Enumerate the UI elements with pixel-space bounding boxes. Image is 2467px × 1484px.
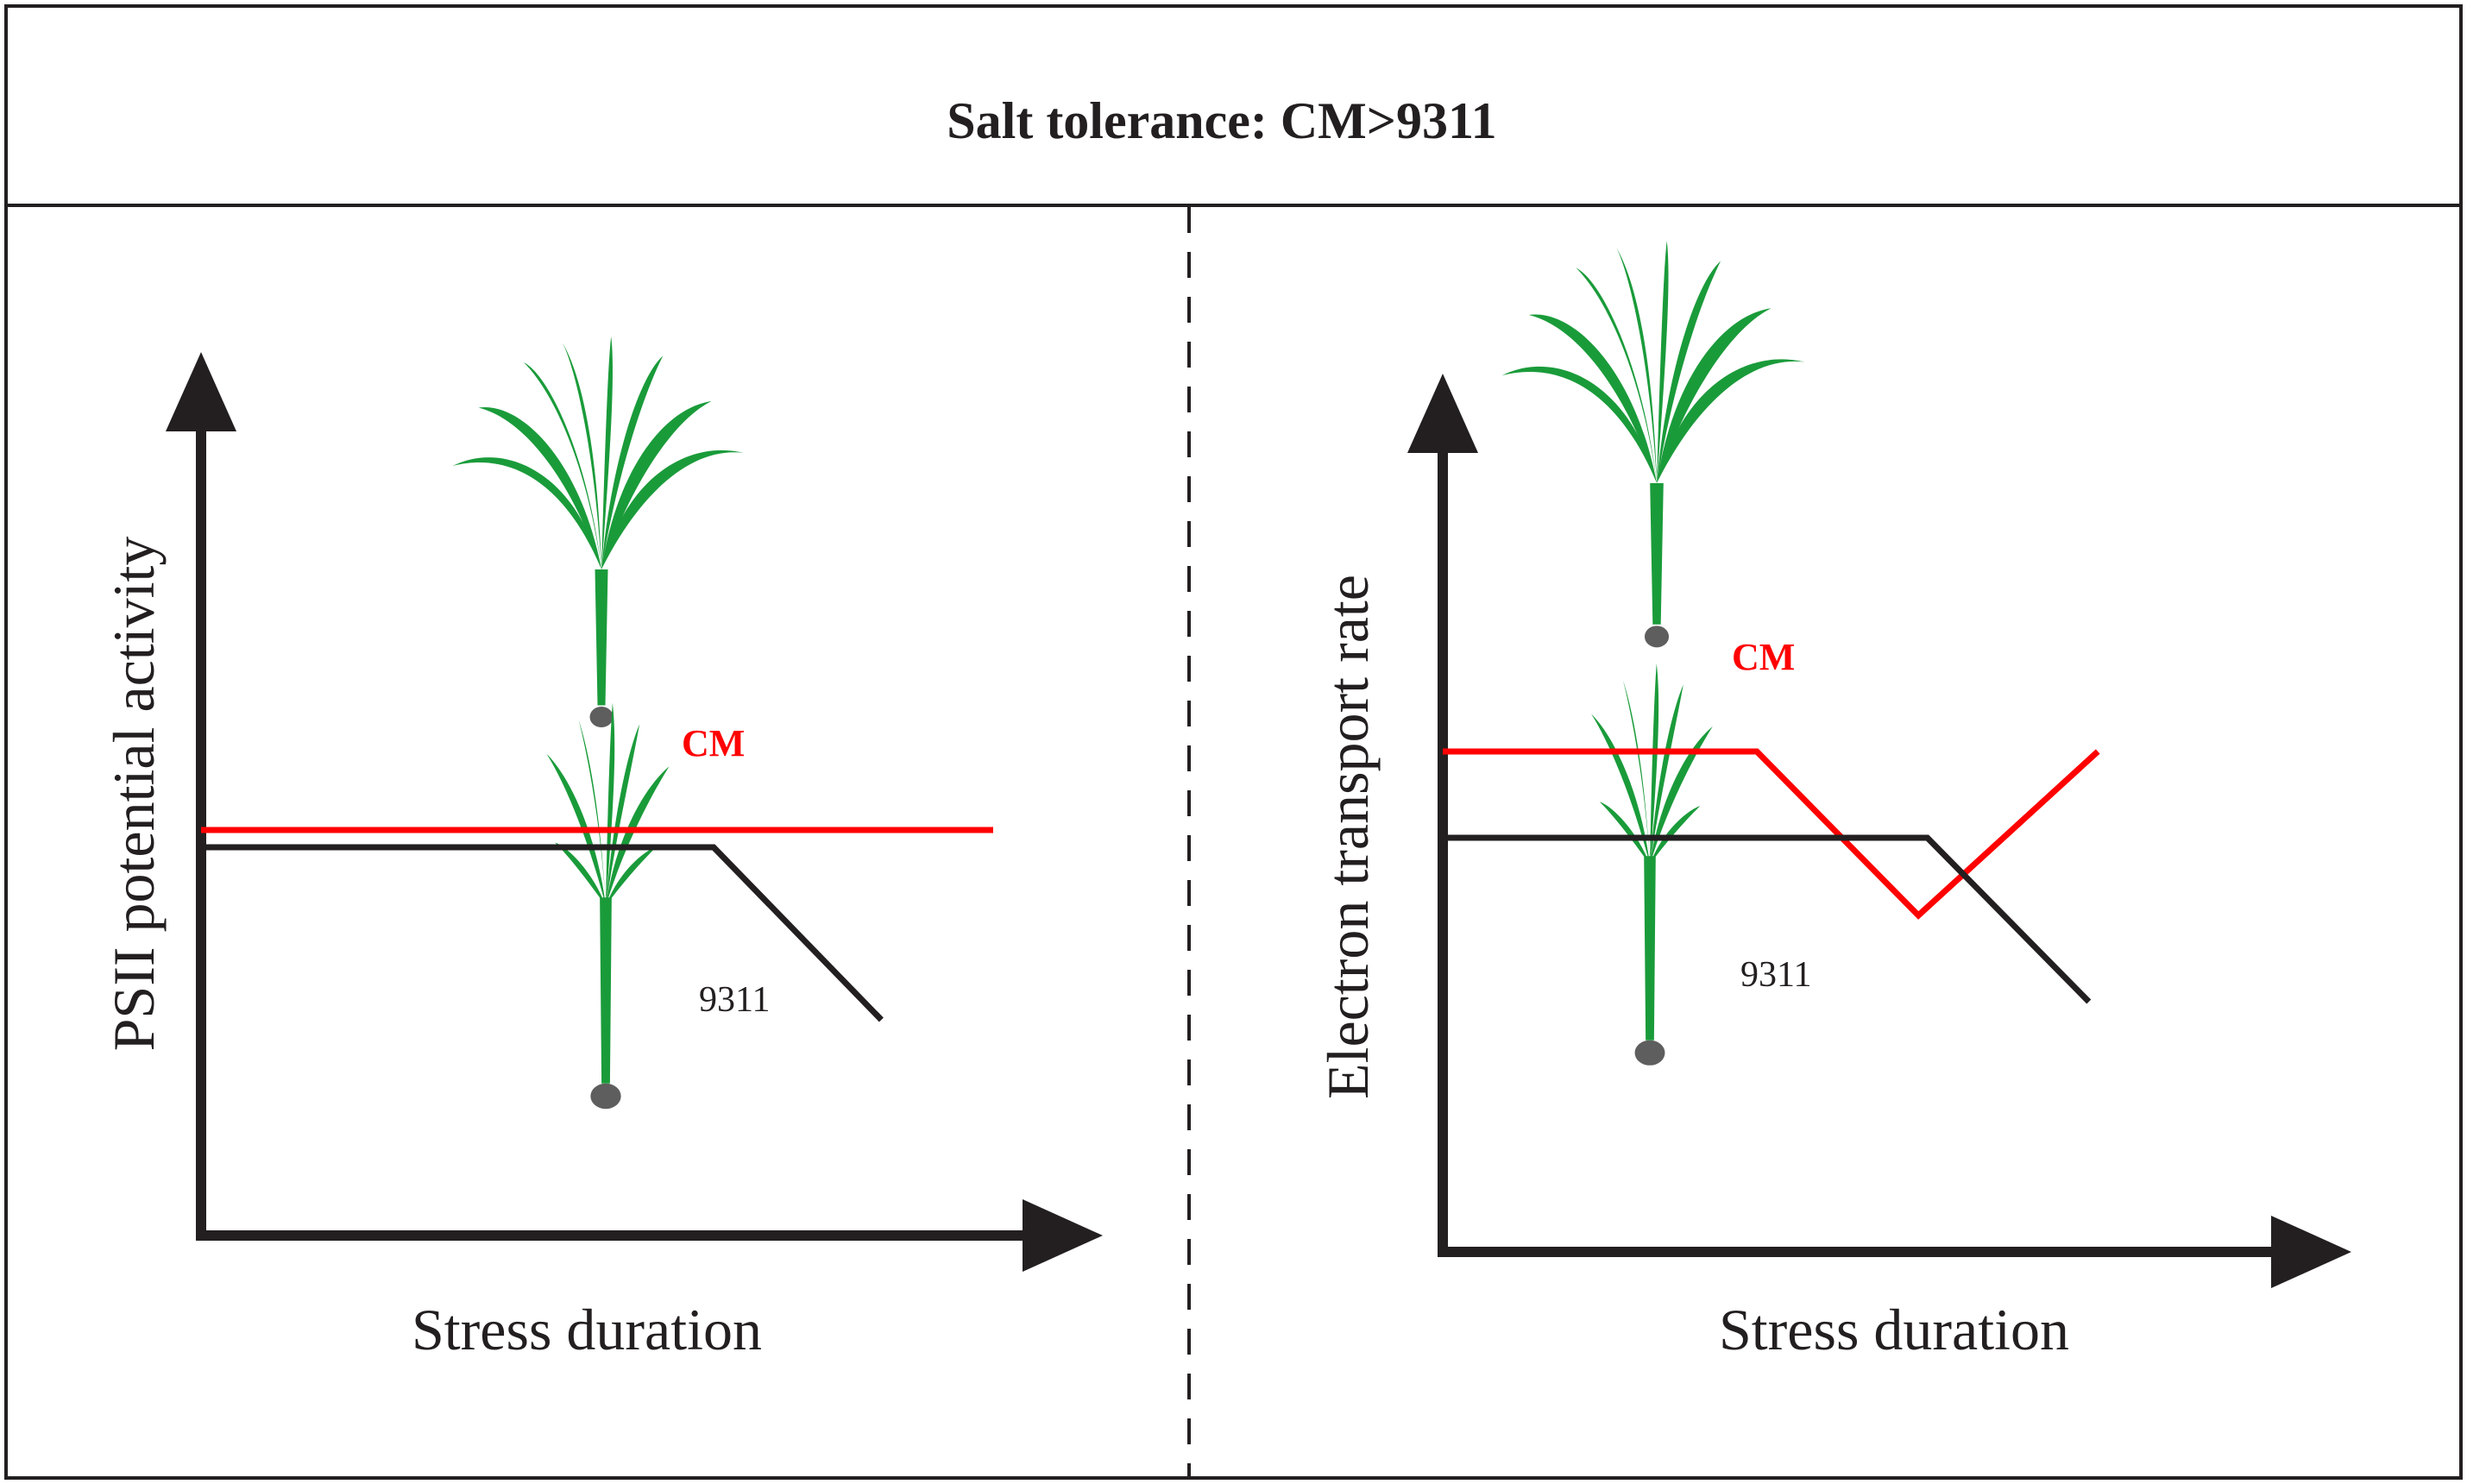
left-x-axis-arrowhead xyxy=(1023,1199,1103,1272)
figure-title: Salt tolerance: CM>9311 xyxy=(947,92,1496,149)
right-9311-line xyxy=(1443,834,2092,1004)
right-cm-label: CM xyxy=(1732,636,1795,678)
left-9311-label: 9311 xyxy=(699,980,770,1020)
right-9311-label: 9311 xyxy=(1740,955,1811,995)
right-x-axis-arrowhead xyxy=(2271,1216,2351,1288)
left-9311-plant-image xyxy=(546,702,670,1110)
right-y-axis-label: Electron transport rate xyxy=(1315,575,1381,1099)
right-cm-line xyxy=(1443,748,2100,920)
left-x-axis-label: Stress duration xyxy=(412,1297,762,1362)
right-cm-plant-image xyxy=(1501,241,1805,648)
left-y-axis-arrowhead xyxy=(166,352,236,431)
left-cm-label: CM xyxy=(682,722,745,764)
left-cm-plant-image xyxy=(452,336,744,727)
left-9311-line xyxy=(201,844,884,1022)
left-y-axis-label: PSII potential activity xyxy=(101,537,167,1052)
left-panel: PSII potential activity Stress duration … xyxy=(101,336,1103,1362)
outer-frame xyxy=(4,4,2463,1480)
right-x-axis-label: Stress duration xyxy=(1719,1297,2069,1362)
right-y-axis-arrowhead xyxy=(1407,374,1478,453)
right-panel: Electron transport rate Stress duration … xyxy=(1315,241,2351,1362)
right-9311-plant-image xyxy=(1591,663,1713,1066)
